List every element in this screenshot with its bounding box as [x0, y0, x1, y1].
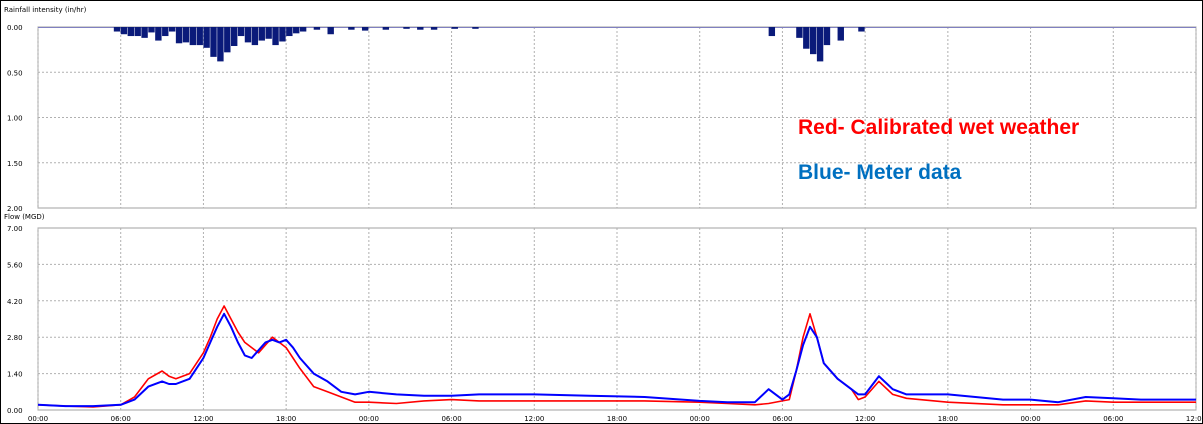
rainfall-bar [293, 27, 300, 34]
flow-x-tick-label: 12:00 [1186, 415, 1202, 423]
legend: Red- Calibrated wet weather Blue- Meter … [798, 116, 1079, 184]
rainfall-bar [127, 27, 134, 37]
flow-x-tick-label: 12:00 [855, 415, 875, 423]
legend-calibrated: Red- Calibrated wet weather [798, 116, 1079, 139]
rain-y-tick-label: 2.00 [7, 205, 23, 213]
flow-grid [37, 228, 1197, 410]
rainfall-bar [134, 27, 141, 37]
legend-meter: Blue- Meter data [798, 161, 962, 184]
rainfall-bar [162, 27, 169, 37]
rainfall-bar [417, 27, 424, 30]
rainfall-bar [237, 27, 245, 37]
rainfall-bar [196, 27, 203, 46]
rainfall-bar [837, 27, 844, 41]
flow-y-tick-label: 7.00 [7, 225, 23, 233]
rainfall-y-ticks: 0.00 0.50 1.00 1.50 2.00 [7, 24, 23, 213]
rainfall-bar [251, 27, 259, 46]
flow-y-tick-label: 0.00 [7, 407, 23, 415]
rainfall-bar [265, 27, 272, 39]
flow-x-tick-label: 00:00 [359, 415, 379, 423]
flow-x-tick-label: 18:00 [276, 415, 296, 423]
flow-y-ticks: 0.00 1.40 2.80 4.20 5.60 7.00 [7, 225, 23, 415]
flow-x-tick-label: 18:00 [607, 415, 627, 423]
flow-axis-title: Flow (MGD) [4, 213, 45, 221]
flow-x-ticks: 00:00 06:00 12:00 18:00 00:00 06:00 12:00 18:00… [28, 415, 1202, 423]
rainfall-bar [823, 27, 831, 46]
flow-x-tick-label: 12:00 [193, 415, 213, 423]
rainfall-bar [810, 27, 817, 55]
flow-x-tick-label: 00:00 [28, 415, 48, 423]
rainfall-bar [816, 27, 824, 62]
flow-x-tick-label: 18:00 [938, 415, 958, 423]
rainfall-bar [182, 27, 190, 43]
rainfall-bar [258, 27, 265, 41]
rainfall-grid [37, 27, 1197, 208]
flow-x-tick-label: 00:00 [1020, 415, 1040, 423]
rainfall-bar [210, 27, 217, 57]
rainfall-bars [113, 27, 865, 62]
rainfall-bar [803, 27, 810, 49]
rainfall-bar [361, 27, 369, 31]
rainfall-bar [148, 27, 155, 33]
rainfall-bar [348, 27, 355, 30]
rainfall-bar [279, 27, 286, 42]
rainfall-bar [313, 27, 321, 30]
rainfall-bar [327, 27, 334, 35]
flow-x-tick-label: 06:00 [441, 415, 461, 423]
rainfall-bar [472, 27, 479, 29]
rainfall-bar [403, 27, 410, 29]
rainfall-bar [272, 27, 279, 46]
flow-y-tick-label: 4.20 [7, 298, 23, 306]
rainfall-bar [430, 27, 438, 30]
rainfall-bar [224, 27, 231, 53]
flow-plot-area [37, 227, 1197, 411]
rainfall-bar [155, 27, 162, 41]
flow-y-tick-label: 2.80 [7, 334, 23, 342]
rainfall-bar [120, 27, 128, 35]
rain-y-tick-label: 0.50 [7, 69, 23, 77]
rainfall-bar [203, 27, 210, 48]
rainfall-bar [113, 27, 121, 32]
flow-x-tick-label: 12:00 [524, 415, 544, 423]
rain-y-tick-label: 1.00 [7, 115, 23, 123]
rainfall-bar [858, 27, 865, 32]
rainfall-bar [244, 27, 252, 43]
rainfall-axis-title: Rainfall intensity (in/hr) [4, 6, 87, 14]
meter-line [37, 312, 1196, 408]
rainfall-bar [189, 27, 197, 46]
flow-y-tick-label: 1.40 [7, 371, 23, 379]
flow-panel: 0.00 1.40 2.80 4.20 5.60 7.00 00:00 06:00 12:00… [4, 213, 1202, 423]
rainfall-bar [168, 27, 176, 32]
flow-y-tick-label: 5.60 [7, 261, 23, 269]
flow-x-tick-label: 06:00 [1103, 415, 1123, 423]
flow-x-tick-label: 00:00 [690, 415, 710, 423]
rainfall-panel: 0.00 0.50 1.00 1.50 2.00 Rainfall intensity … [4, 6, 1197, 213]
rainfall-bar [796, 27, 803, 38]
rainfall-bar [299, 27, 307, 32]
flow-x-tick-label: 06:00 [111, 415, 131, 423]
rainfall-bar [141, 27, 148, 38]
rain-y-tick-label: 1.50 [7, 160, 23, 168]
rainfall-bar [768, 27, 776, 37]
rainfall-bar [451, 27, 458, 29]
rainfall-bar [382, 27, 390, 30]
rainfall-bar [175, 27, 183, 44]
flow-series [37, 305, 1196, 408]
calibrated-line [37, 305, 1196, 408]
flow-x-tick-label: 06:00 [772, 415, 792, 423]
rainfall-bar [231, 27, 238, 47]
rain-y-tick-label: 0.00 [7, 24, 23, 32]
rainfall-bar [217, 27, 224, 62]
rainfall-bar [286, 27, 293, 37]
